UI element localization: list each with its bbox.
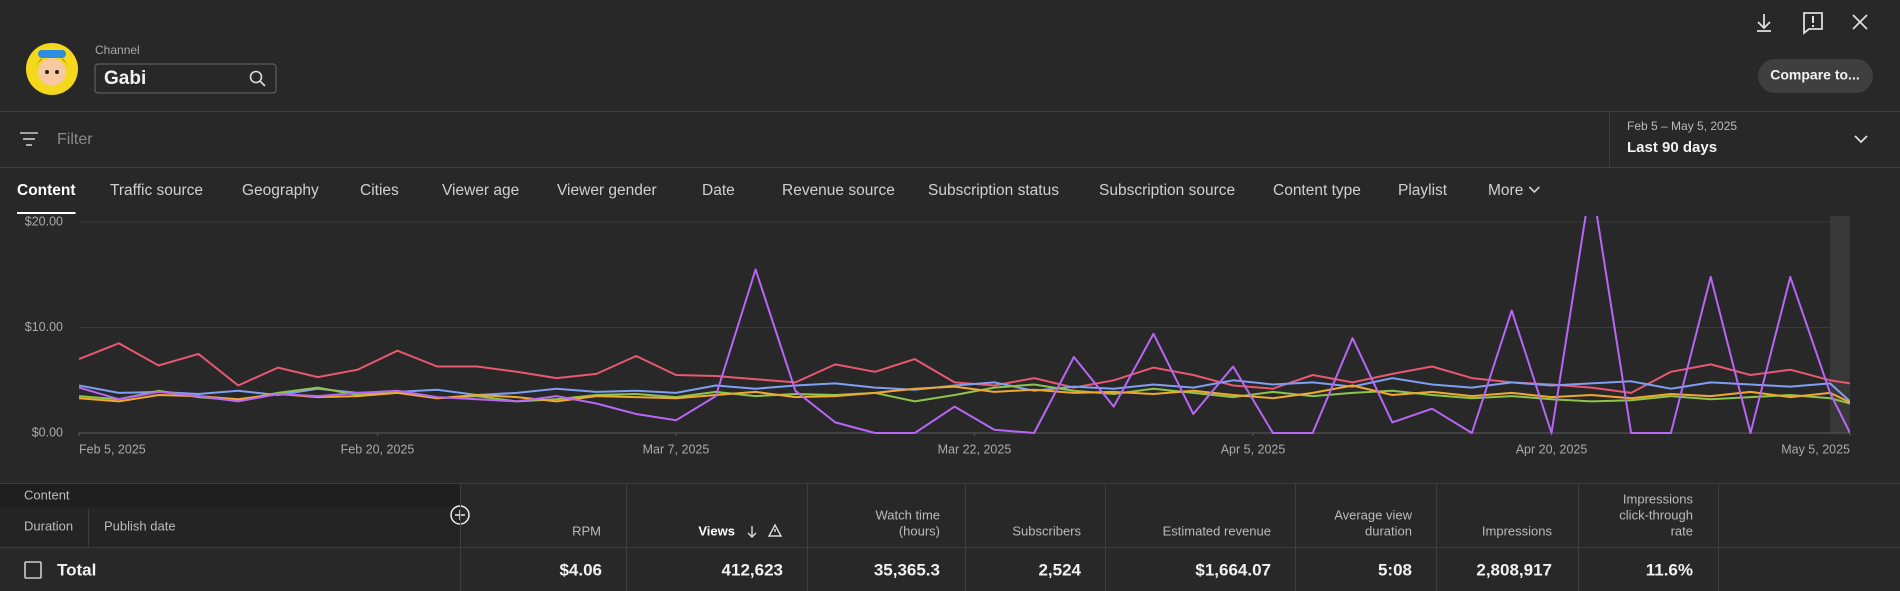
channel-search[interactable] (94, 63, 277, 94)
compare-button[interactable] (1758, 59, 1873, 93)
left-header[interactable]: Duration (24, 518, 73, 533)
tab[interactable]: Cities (360, 182, 399, 199)
total-value: 2,524 (1038, 560, 1081, 579)
y-tick-label: $10.00 (25, 320, 63, 334)
total-value: $1,664.07 (1195, 560, 1271, 579)
total-value: 2,808,917 (1476, 560, 1552, 579)
total-value: 5:08 (1378, 560, 1412, 579)
y-tick-label: $20.00 (25, 214, 63, 228)
column-header[interactable]: rate (1671, 523, 1693, 538)
column-header[interactable]: Impressions (1623, 491, 1694, 506)
column-header[interactable]: Watch time (875, 507, 940, 522)
tab[interactable]: Content type (1273, 182, 1361, 199)
x-tick-label: May 5, 2025 (1781, 442, 1850, 456)
tab[interactable]: Subscription source (1099, 182, 1235, 199)
total-label: Total (57, 560, 96, 579)
table-header-band (0, 507, 460, 547)
series-line (79, 383, 1850, 405)
column-header[interactable]: (hours) (899, 523, 940, 538)
date-period[interactable]: Last 90 days (1627, 139, 1717, 156)
compare-button-label: Compare to... (1770, 67, 1859, 83)
tab[interactable]: Playlist (1398, 182, 1448, 199)
tab-chevron (1528, 186, 1540, 194)
total-value: 35,365.3 (874, 560, 940, 579)
feedback-icon[interactable] (1803, 12, 1823, 35)
tab[interactable]: Traffic source (110, 182, 203, 199)
tab[interactable]: Subscription status (928, 182, 1059, 199)
column-header[interactable]: RPM (572, 523, 601, 538)
tab[interactable]: Date (702, 182, 735, 199)
filter-icon[interactable] (20, 132, 38, 146)
download-icon[interactable] (1757, 14, 1771, 32)
tab-underline (17, 212, 76, 214)
column-header[interactable]: duration (1365, 523, 1412, 538)
series-line (79, 384, 1850, 404)
left-header[interactable]: Content (24, 487, 70, 502)
column-header[interactable]: click-through (1619, 507, 1693, 522)
x-tick-label: Mar 7, 2025 (643, 442, 710, 456)
x-tick-label: Mar 22, 2025 (938, 442, 1012, 456)
hover-band (1830, 216, 1850, 433)
y-tick-label: $0.00 (32, 425, 63, 439)
sort-icons[interactable] (747, 523, 783, 538)
total-value: 11.6% (1646, 560, 1693, 579)
tab[interactable]: Content (17, 182, 76, 199)
total-value: 412,623 (722, 560, 783, 579)
x-tick-label: Apr 20, 2025 (1516, 442, 1588, 456)
date-dropdown[interactable] (1854, 135, 1868, 144)
channel-name: Gabi (104, 68, 146, 89)
avatar (26, 43, 78, 95)
total-checkbox[interactable] (24, 561, 42, 579)
column-header[interactable]: Impressions (1482, 523, 1553, 538)
date-range: Feb 5 – May 5, 2025 (1627, 119, 1737, 133)
search-icon[interactable] (249, 70, 266, 87)
tab[interactable]: Viewer gender (557, 182, 657, 199)
close-icon[interactable] (1852, 14, 1868, 30)
table-header-band (0, 483, 460, 507)
column-header[interactable]: Subscribers (1012, 523, 1081, 538)
tab[interactable]: Geography (242, 182, 319, 199)
filter-input[interactable]: Filter (57, 131, 93, 148)
tab[interactable]: Viewer age (442, 182, 519, 199)
tab[interactable]: Revenue source (782, 182, 895, 199)
column-header[interactable]: Average view (1334, 507, 1412, 522)
x-tick-label: Apr 5, 2025 (1221, 442, 1286, 456)
channel-label: Channel (95, 43, 140, 57)
column-header[interactable]: Estimated revenue (1163, 523, 1271, 538)
total-value: $4.06 (559, 560, 602, 579)
series-line (79, 216, 1850, 434)
x-tick-label: Feb 5, 2025 (79, 442, 146, 456)
column-header[interactable]: Views (698, 523, 735, 538)
x-tick-label: Feb 20, 2025 (341, 442, 415, 456)
left-header[interactable]: Publish date (104, 518, 176, 533)
tab[interactable]: More (1488, 182, 1523, 199)
